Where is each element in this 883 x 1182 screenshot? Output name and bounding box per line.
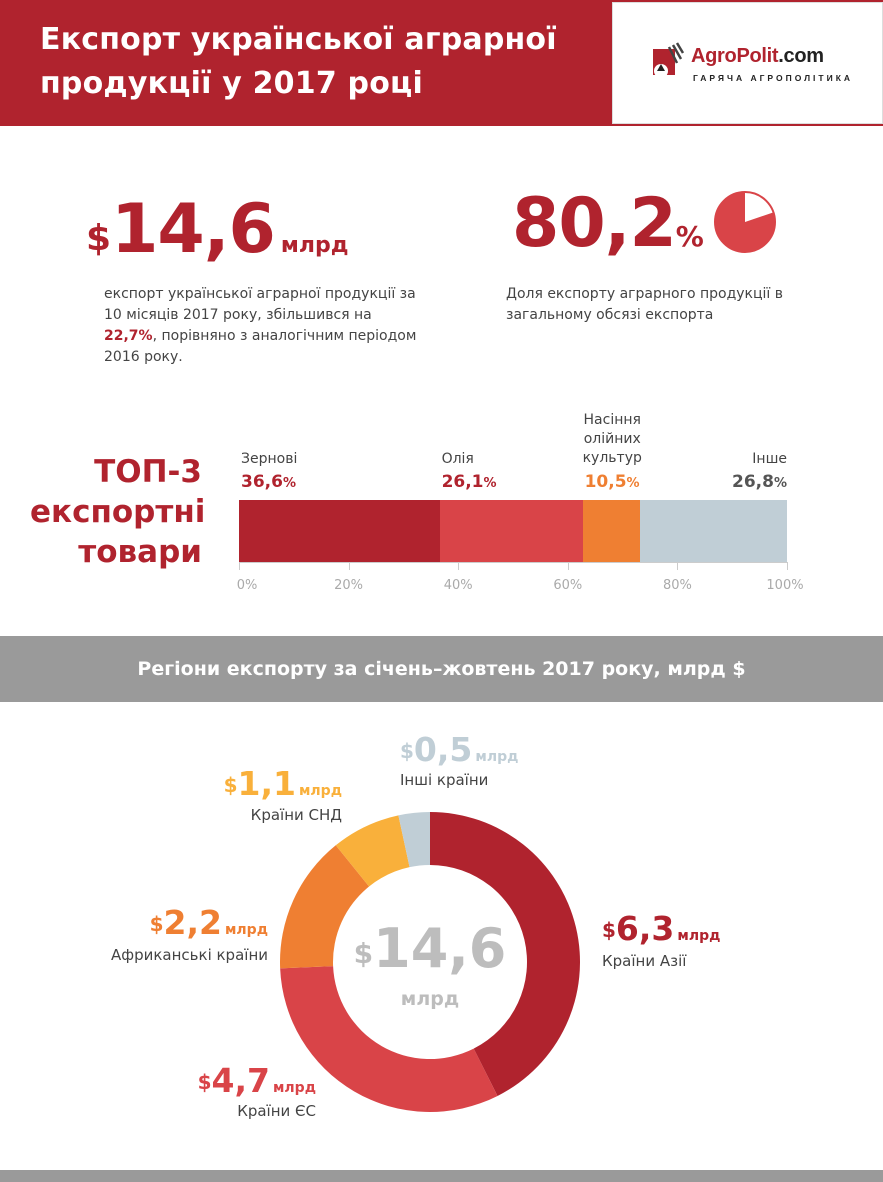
regions-donut-chart — [280, 812, 580, 1112]
bar-segment — [439, 500, 583, 562]
export-desc-part-2: , порівняно з аналогічним періодом 2016 … — [104, 328, 417, 365]
regions-title: Регіони експорту за січень–жовтень 2017 … — [137, 658, 746, 680]
bar-value-label: 10,5% — [584, 472, 640, 492]
donut-center-unit: млрд — [400, 988, 460, 1010]
export-total-currency: $ — [86, 218, 112, 259]
bar-segment — [239, 500, 440, 562]
export-total-kpi: $14,6 млрд — [86, 196, 348, 264]
export-share-pie-icon — [714, 191, 776, 253]
bar-value-label: 26,8% — [732, 472, 787, 492]
logo-name-colored: AgroPolit — [691, 45, 779, 67]
axis-tick — [458, 562, 460, 570]
logo[interactable]: AgroPolit.com ГАРЯЧА АГРОПОЛІТИКА — [612, 2, 883, 124]
stacked-bar — [239, 500, 787, 562]
bar-category-label: Олія — [441, 451, 474, 467]
top3-title-line-2: експортні — [30, 494, 206, 530]
region-value-label: $1,1 млрд — [223, 764, 342, 803]
axis-tick-label: 60% — [553, 578, 583, 593]
stacked-bar-axis — [239, 562, 787, 563]
axis-tick-label: 100% — [766, 578, 804, 593]
export-share-kpi: 80,2% — [512, 190, 704, 258]
export-desc-growth: 22,7% — [104, 328, 153, 344]
logo-tagline: ГАРЯЧА АГРОПОЛІТИКА — [693, 73, 854, 83]
axis-tick-label: 80% — [662, 578, 692, 593]
region-value-label: $4,7 млрд — [197, 1061, 316, 1100]
axis-tick-label: 40% — [443, 578, 473, 593]
top3-title: ТОП-3 експортні товари — [30, 452, 206, 572]
axis-tick — [348, 562, 350, 570]
region-name-label: Африканські країни — [111, 946, 268, 964]
agropolit-logo-icon — [653, 42, 685, 78]
bar-value-label: 36,6% — [241, 472, 296, 492]
donut-slice — [398, 812, 430, 868]
donut-center-value: 14,6 — [373, 917, 507, 980]
donut-slice — [430, 812, 580, 1096]
donut-slice — [280, 966, 498, 1112]
region-name-label: Країни Азії — [602, 952, 687, 970]
axis-tick — [567, 562, 569, 570]
axis-tick-label: 0% — [236, 578, 258, 593]
top3-title-line-1: ТОП-3 — [94, 454, 202, 490]
export-total-value: 14,6 — [111, 190, 276, 269]
region-value-label: $6,3 млрд — [602, 909, 721, 948]
region-name-label: Інші країни — [400, 771, 489, 789]
region-value-label: $2,2 млрд — [149, 903, 268, 942]
donut-center-currency: $ — [353, 937, 374, 970]
page-title: Експорт української аграрної продукції у… — [40, 22, 557, 101]
axis-tick — [677, 562, 679, 570]
header-banner: Експорт української аграрної продукції у… — [0, 0, 883, 126]
region-name-label: Країни СНД — [250, 806, 342, 824]
export-total-unit: млрд — [280, 233, 349, 258]
bar-segment — [582, 500, 641, 562]
donut-slice — [280, 845, 370, 969]
share-pie-slice — [715, 192, 775, 252]
region-name-label: Країни ЄС — [237, 1102, 316, 1120]
export-share-value: 80,2 — [512, 184, 677, 263]
donut-slice — [335, 815, 410, 887]
axis-tick — [787, 562, 788, 570]
donut-center-total: $14,6 — [330, 922, 530, 976]
bar-value-label: 26,1% — [441, 472, 497, 492]
export-share-unit: % — [675, 220, 704, 253]
export-desc-part-1: експорт української аграрної продукції з… — [104, 286, 416, 323]
bar-category-label: Насіння олійних культур — [582, 412, 642, 466]
region-value-label: $0,5 млрд — [400, 730, 519, 769]
axis-tick — [239, 562, 240, 570]
export-total-description: експорт української аграрної продукції з… — [104, 284, 424, 368]
top3-title-line-3: товари — [78, 534, 202, 570]
export-share-description: Доля експорту аграрного продукції в зага… — [506, 286, 783, 323]
regions-section-header: Регіони експорту за січень–жовтень 2017 … — [0, 636, 883, 702]
bar-segment — [640, 500, 787, 562]
logo-name-domain: .com — [778, 45, 824, 67]
logo-name: AgroPolit.com — [691, 45, 824, 68]
footer-bar — [0, 1170, 883, 1182]
axis-tick-label: 20% — [334, 578, 364, 593]
bar-category-label: Зернові — [241, 451, 298, 467]
bar-category-label: Інше — [752, 451, 787, 467]
